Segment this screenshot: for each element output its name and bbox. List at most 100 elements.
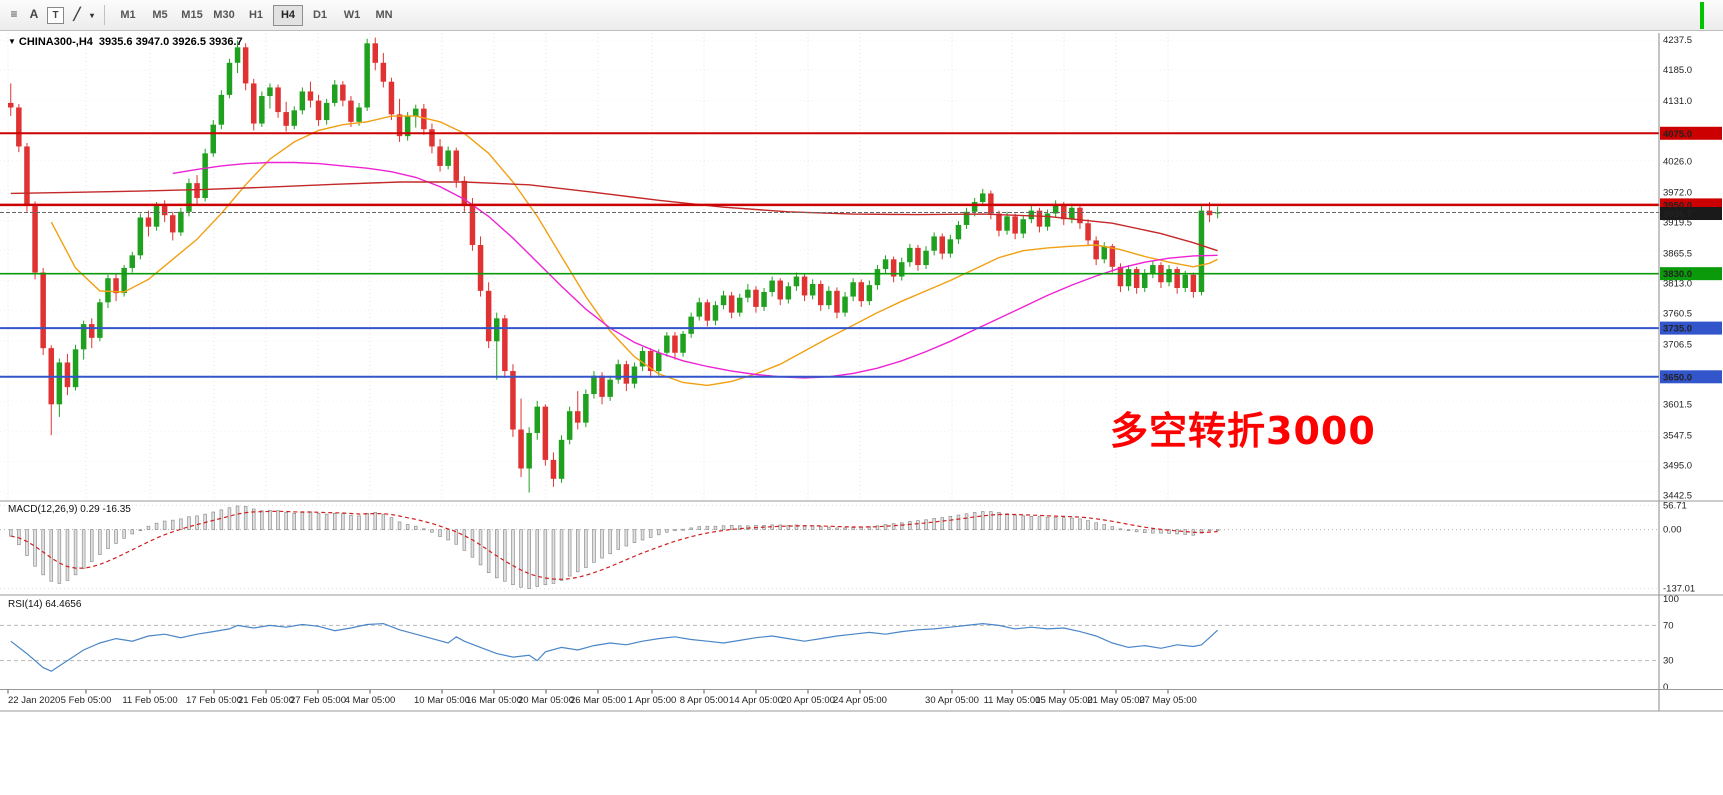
panel-separators[interactable]: [0, 500, 1723, 712]
toolbar: ≡ A T ╱ ▾ M1 M5 M15 M30 H1 H4 D1 W1 MN: [0, 0, 1723, 31]
macd-histogram-bar: [357, 515, 361, 531]
tf-button-h4[interactable]: H4: [273, 4, 303, 26]
macd-histogram-bar: [292, 512, 297, 531]
text-tool-icon[interactable]: T: [47, 7, 64, 25]
bull-candle-body: [210, 124, 216, 154]
macd-histogram-bar: [980, 511, 985, 531]
macd-histogram-bar: [737, 525, 742, 531]
macd-histogram-bar: [908, 521, 912, 531]
macd-histogram-bar: [656, 529, 661, 536]
bear-candle-body: [623, 364, 630, 384]
bull-candle-body: [874, 269, 881, 286]
time-tick-label: 21 Feb 05:00: [238, 695, 294, 706]
hline-4075.0-badge: [1660, 126, 1722, 140]
time-tick-label: 22 Jan 2020: [8, 695, 60, 706]
time-tick-label: 27 Feb 05:00: [290, 695, 346, 706]
bear-candle-body: [64, 362, 71, 388]
bull-candle-body: [591, 375, 597, 394]
bear-candle-body: [988, 193, 994, 214]
bull-candle-body: [80, 324, 87, 350]
macd-histogram-bar: [1110, 526, 1115, 531]
chart-shift-marker[interactable]: [1700, 2, 1704, 29]
macd-histogram-bar: [98, 529, 102, 555]
bear-candle-body: [307, 91, 314, 101]
symbol-title: CHINA300-,H4: [18, 36, 93, 48]
text-label-icon[interactable]: A: [29, 7, 39, 22]
bear-candle-body: [542, 406, 549, 460]
bear-candle-body: [8, 102, 14, 108]
bull-candle-body: [963, 211, 970, 225]
macd-histogram-bar: [1005, 513, 1009, 531]
tf-button-m30[interactable]: M30: [213, 9, 235, 21]
price-tick-label: 3547.5: [1663, 431, 1692, 442]
macd-histogram-bar: [276, 510, 280, 531]
price-axis[interactable]: 4237.5 4185.0 4131.0 4026.0 3972.0 3919.5 3865…: [1658, 33, 1723, 711]
bear-candle-body: [1077, 207, 1083, 224]
bull-candle-body: [534, 406, 540, 433]
macd-histogram-bar: [146, 525, 151, 531]
hline-3950.0-badge-text: 3950.0: [1663, 200, 1692, 211]
price-tick-label: 4026.0: [1663, 156, 1692, 167]
tf-button-h1[interactable]: H1: [248, 9, 264, 21]
bear-candle-body: [1190, 274, 1197, 292]
rsi-indicator-label: RSI(14) 64.4656: [8, 599, 82, 610]
symbol-dropdown-icon[interactable]: ▼: [8, 37, 16, 46]
macd-histogram-bar: [478, 529, 483, 566]
bear-candle-body: [170, 215, 176, 233]
bull-candle-body: [785, 286, 792, 300]
macd-histogram-bar: [243, 506, 248, 531]
indicators-list-icon[interactable]: ≡: [10, 7, 18, 22]
bull-candle-body: [267, 87, 273, 97]
macd-histogram-bar: [57, 529, 62, 584]
bull-candle-body: [696, 302, 702, 317]
macd-histogram-bar: [624, 529, 629, 547]
hline-3735.0-badge: [1660, 321, 1722, 335]
macd-histogram-bar: [365, 512, 369, 531]
time-axis[interactable]: 22 Jan 2020 5 Feb 05:00 11 Feb 05:00 17 Feb…: [7, 690, 1197, 706]
bull-candle-body: [1004, 216, 1010, 231]
price-tick-label: 4237.5: [1663, 35, 1692, 46]
bull-candle-body: [404, 116, 411, 137]
bull-candle-body: [615, 364, 621, 380]
bear-candle-body: [421, 108, 427, 130]
bull-candle-body: [720, 295, 727, 306]
time-tick-label: 11 May 05:00: [984, 695, 1041, 706]
rsi-panel: [0, 622, 1659, 672]
time-tick-label: 10 Mar 05:00: [414, 695, 470, 706]
draw-trendline-icon[interactable]: ╱: [73, 7, 81, 22]
macd-histogram-bar: [1142, 529, 1147, 534]
macd-histogram-bar: [916, 520, 920, 531]
tf-button-m1[interactable]: M1: [120, 9, 136, 21]
bear-candle-body: [1174, 269, 1180, 288]
bull-candle-body: [923, 250, 929, 266]
bull-candle-body: [639, 351, 646, 367]
macd-histogram-bar: [438, 529, 442, 537]
bear-candle-body: [704, 302, 711, 321]
bear-candle-body: [1012, 216, 1018, 234]
bull-candle-body: [955, 224, 962, 240]
dropdown-caret-icon[interactable]: ▾: [89, 11, 94, 21]
macd-histogram-bar: [138, 529, 143, 532]
bull-candle-body: [202, 153, 208, 199]
macd-tick-label: 56.71: [1663, 500, 1687, 511]
tf-button-mn[interactable]: MN: [375, 9, 393, 21]
macd-histogram-bar: [843, 527, 847, 531]
chart-annotation-text[interactable]: 多空转折3000: [1110, 409, 1376, 453]
hline-3830.0-badge-text: 3830.0: [1663, 269, 1692, 280]
tf-button-m5[interactable]: M5: [152, 9, 168, 21]
macd-histogram-bar: [81, 529, 86, 569]
tf-button-m15[interactable]: M15: [181, 9, 203, 21]
bear-candle-body: [890, 259, 897, 277]
tf-button-d1[interactable]: D1: [312, 9, 328, 21]
macd-histogram-bar: [818, 526, 823, 531]
macd-histogram-bar: [1207, 529, 1212, 532]
bull-candle-body: [882, 259, 889, 270]
bear-candle-body: [469, 204, 476, 246]
tf-button-w1[interactable]: W1: [343, 9, 361, 21]
time-tick-label: 26 Mar 05:00: [570, 695, 626, 706]
macd-histogram-bar: [430, 529, 434, 533]
macd-histogram-bar: [997, 512, 1001, 531]
macd-histogram-bar: [875, 525, 880, 531]
macd-histogram-bar: [454, 529, 459, 545]
